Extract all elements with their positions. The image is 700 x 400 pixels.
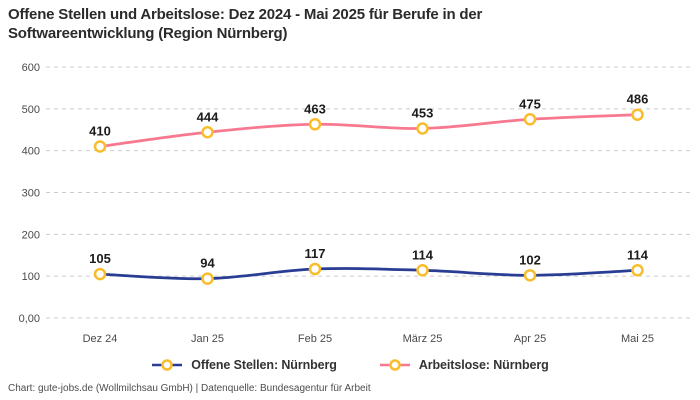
x-axis-tick-label: Jan 25	[191, 333, 224, 345]
chart-title-line-1: Offene Stellen und Arbeitslose: Dez 2024…	[8, 6, 483, 23]
data-point-marker[interactable]	[93, 140, 107, 153]
y-axis-tick-label: 0,00	[19, 313, 40, 325]
data-point-marker[interactable]	[308, 262, 322, 276]
data-point-marker[interactable]	[523, 269, 537, 282]
data-point-marker[interactable]	[631, 264, 644, 277]
data-point-label: 444	[197, 109, 219, 124]
data-point-label: 102	[519, 252, 541, 267]
data-point-marker[interactable]	[93, 267, 107, 281]
data-point-label: 410	[89, 123, 111, 138]
data-point-label: 114	[412, 247, 434, 262]
data-point-marker[interactable]	[201, 272, 214, 285]
legend-item-offene-stellen[interactable]: Offene Stellen: Nürnberg	[151, 358, 337, 372]
data-point-marker[interactable]	[308, 118, 322, 131]
x-axis-tick-label: Apr 25	[514, 333, 546, 345]
data-point-label: 486	[627, 92, 649, 107]
chart-title-line-2: Softwareentwicklung (Region Nürnberg)	[8, 25, 288, 42]
data-point-label: 463	[304, 101, 326, 116]
y-axis-tick-label: 600	[22, 62, 40, 74]
data-point-marker[interactable]	[416, 122, 429, 135]
data-point-label: 114	[627, 247, 649, 262]
series-line	[98, 113, 639, 148]
legend-line-sample-blue	[152, 359, 183, 371]
data-point-label: 94	[200, 256, 215, 271]
chart-legend: Offene Stellen: Nürnberg Arbeitslose: Nü…	[0, 358, 700, 372]
chart-credit: Chart: gute-jobs.de (Wollmilchsau GmbH) …	[8, 383, 371, 394]
series-line	[98, 267, 639, 281]
x-axis-tick-label: März 25	[403, 333, 443, 345]
y-axis-tick-label: 100	[22, 271, 40, 283]
line-chart: 0,00 100 200 300 400 500 600 Dez 24 Jan 25 Feb 25…	[19, 62, 690, 345]
legend-label-offene-stellen: Offene Stellen: Nürnberg	[191, 358, 337, 372]
chart-title: Offene Stellen und Arbeitslose: Dez 2024…	[8, 5, 482, 43]
legend-item-arbeitslose[interactable]: Arbeitslose: Nürnberg	[379, 358, 549, 372]
data-point-marker[interactable]	[416, 264, 429, 277]
x-axis-tick-label: Mai 25	[621, 333, 654, 345]
data-point-label: 105	[89, 251, 111, 266]
legend-line-sample-pink	[379, 359, 410, 371]
legend-label-arbeitslose: Arbeitslose: Nürnberg	[418, 358, 549, 372]
data-point-label: 475	[519, 96, 541, 111]
data-point-marker[interactable]	[631, 108, 644, 121]
x-axis-tick-label: Feb 25	[298, 333, 332, 345]
data-point-label: 117	[305, 246, 326, 261]
data-point-label: 453	[412, 105, 434, 120]
x-axis-tick-label: Dez 24	[83, 333, 118, 345]
y-axis-tick-label: 200	[22, 229, 40, 241]
y-axis-tick-label: 300	[22, 188, 40, 200]
data-point-marker[interactable]	[201, 126, 214, 139]
y-axis-tick-label: 500	[22, 104, 40, 116]
y-axis-tick-label: 400	[22, 146, 40, 158]
data-point-marker[interactable]	[523, 113, 537, 126]
